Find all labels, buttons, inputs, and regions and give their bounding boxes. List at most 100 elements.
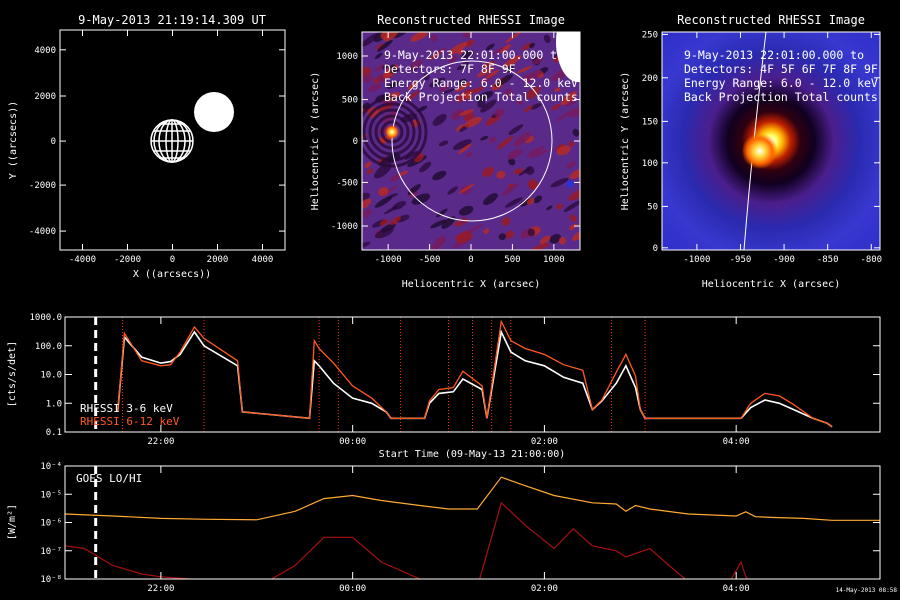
p1-xtick-label: 4000 — [252, 255, 274, 265]
p2-fringe-blob — [456, 124, 465, 132]
p2-fringe-blob — [461, 50, 474, 60]
p3-info-line: Detectors: 4F 5F 6F 7F 8F 9F — [684, 62, 878, 76]
p1-xtick-label: 0 — [170, 255, 175, 265]
p2-fringe-blob — [362, 241, 371, 249]
p2-xtick-label: 1000 — [543, 255, 565, 265]
p2-fringe-blob — [380, 32, 390, 40]
p2-fringe-blob — [505, 32, 523, 43]
p2-fringe-blob — [454, 230, 470, 239]
p2-source-ring — [362, 96, 428, 168]
p2-xtick-label: -1000 — [375, 255, 402, 265]
p3-info-line: Back Projection Total counts: — [684, 90, 885, 104]
p4-legend-high: RHESSI 6-12 keV — [80, 415, 180, 428]
p2-fringe-blob — [492, 47, 504, 55]
p3-ytick-label: 100 — [642, 159, 658, 169]
p2-fringe-blob — [374, 195, 393, 208]
p4-ytick-label: 0.1 — [46, 428, 62, 438]
p5-series-line — [65, 476, 880, 521]
p4-series-line — [117, 319, 833, 428]
p2-info-text: 9-May-2013 22:01:00.000 to 22:02:00Detec… — [384, 48, 640, 104]
p2-fringe-blob — [441, 216, 456, 229]
p2-fringe-blob — [447, 186, 458, 195]
p2-fringe-blob — [379, 219, 389, 226]
p2-fringe-blob — [463, 112, 475, 121]
p1-ytick-label: 4000 — [34, 46, 56, 56]
p2-blue-spot — [566, 180, 574, 188]
p2-fringe-blob — [563, 200, 580, 212]
p5-xtick-label: 02:00 — [531, 584, 558, 594]
p3-flare-source — [741, 133, 778, 170]
p2-fringe-blob — [383, 205, 399, 215]
p2-info-line: Energy Range: 6.0 - 12.0 keV — [384, 76, 578, 90]
p2-fringe-blob — [458, 183, 475, 194]
p2-fringe-blob — [482, 166, 494, 178]
p2-fringe-blob — [508, 124, 524, 135]
p1-ytick-label: -2000 — [29, 181, 56, 191]
p2-fringe-blob — [556, 145, 571, 156]
p2-fringe-blob — [388, 64, 397, 71]
p2-fringe-blob — [539, 235, 551, 245]
p2-fringe-blob — [477, 100, 486, 108]
p2-fringe-blob — [364, 161, 372, 168]
p3-xtick-label: -800 — [860, 255, 882, 265]
p5-ytick-label: 10⁻⁵ — [40, 490, 62, 500]
p2-fringe-blob — [549, 233, 561, 244]
p2-fringe-blob — [504, 197, 523, 208]
p2-fringe-blob — [404, 90, 420, 103]
p1-xtick-label: 2000 — [207, 255, 229, 265]
p2-fringe-blob — [432, 170, 447, 181]
p3-xtick-label: -850 — [817, 255, 839, 265]
p2-fringe-blob — [551, 103, 561, 111]
p3-xlabel: Heliocentric X (arcsec) — [702, 279, 840, 290]
p2-fringe-pattern — [362, 32, 580, 250]
p5-ticks: 10⁻⁴ 10⁻⁵ 10⁻⁶ 10⁻⁷ 10⁻⁸ 22:00 00:00 02:00 04:00 — [40, 462, 880, 594]
p2-info-line: Back Projection Total counts: 8.38E+0 — [384, 90, 640, 104]
p2-fringe-blob — [568, 141, 575, 147]
p4-ytick-label: 10.0 — [40, 371, 62, 381]
p3-ticks: -1000 -950 -900 -850 -800 250 200 150 100 50 0 — [642, 30, 882, 265]
p2-fringe-blob — [464, 116, 482, 128]
p2-xlabel: Heliocentric X (arcsec) — [402, 279, 540, 290]
p5-ytick-label: 10⁻⁸ — [40, 575, 62, 585]
p3-xtick-label: -1000 — [683, 255, 710, 265]
p2-fringe-blob — [465, 39, 475, 48]
p1-xtick-label: -4000 — [69, 255, 96, 265]
p2-fringe-blob — [526, 198, 535, 205]
p2-fringe-blob — [465, 92, 472, 100]
p2-fringe-blob — [513, 131, 532, 147]
p2-fringe-blob — [430, 219, 447, 229]
p2-ytick-label: 1000 — [336, 52, 358, 62]
p4-xtick-label: 02:00 — [531, 437, 558, 447]
p2-fringe-blob — [432, 114, 447, 126]
p2-fringe-blob — [362, 198, 372, 209]
p2-fringe-blob — [441, 88, 457, 95]
p1-ticks: -4000 -2000 0 2000 4000 -4000 -2000 0 2000 4000 — [29, 30, 285, 265]
p2-ytick-label: 500 — [342, 96, 358, 106]
p5-stamp: 14-May-2013 08:58 — [836, 587, 898, 594]
p2-fringe-blob — [419, 161, 432, 173]
p2-fringe-blob — [558, 237, 567, 245]
p2-fringe-blob — [423, 73, 430, 81]
p2-fringe-blob — [464, 223, 484, 235]
p1-xlabel: X ((arcsecs)) — [133, 269, 211, 280]
panel-rhessi-image-zoom: Reconstructed RHESSI Image 9-May-2013 22… — [620, 13, 885, 290]
p1-ytick-label: 0 — [51, 137, 56, 147]
p2-fringe-blob — [525, 166, 535, 175]
p2-fringe-blob — [564, 99, 577, 107]
p2-fringe-blob — [362, 208, 373, 218]
p2-fringe-blob — [494, 108, 505, 118]
p2-fringe-blob — [398, 170, 409, 177]
p3-ytick-label: 250 — [642, 30, 658, 40]
p5-frame — [64, 465, 881, 580]
p3-ytick-label: 200 — [642, 74, 658, 84]
p2-fringe-blob — [378, 187, 389, 196]
p2-fringe-blob — [496, 170, 506, 179]
p2-fringe-blob — [494, 74, 513, 88]
p2-fringe-blob — [465, 151, 473, 158]
p2-fringe-blob — [459, 109, 474, 116]
p2-fringe-blob — [453, 139, 472, 150]
p2-fringe-blob — [375, 227, 394, 239]
p2-fringe-blob — [572, 231, 580, 241]
